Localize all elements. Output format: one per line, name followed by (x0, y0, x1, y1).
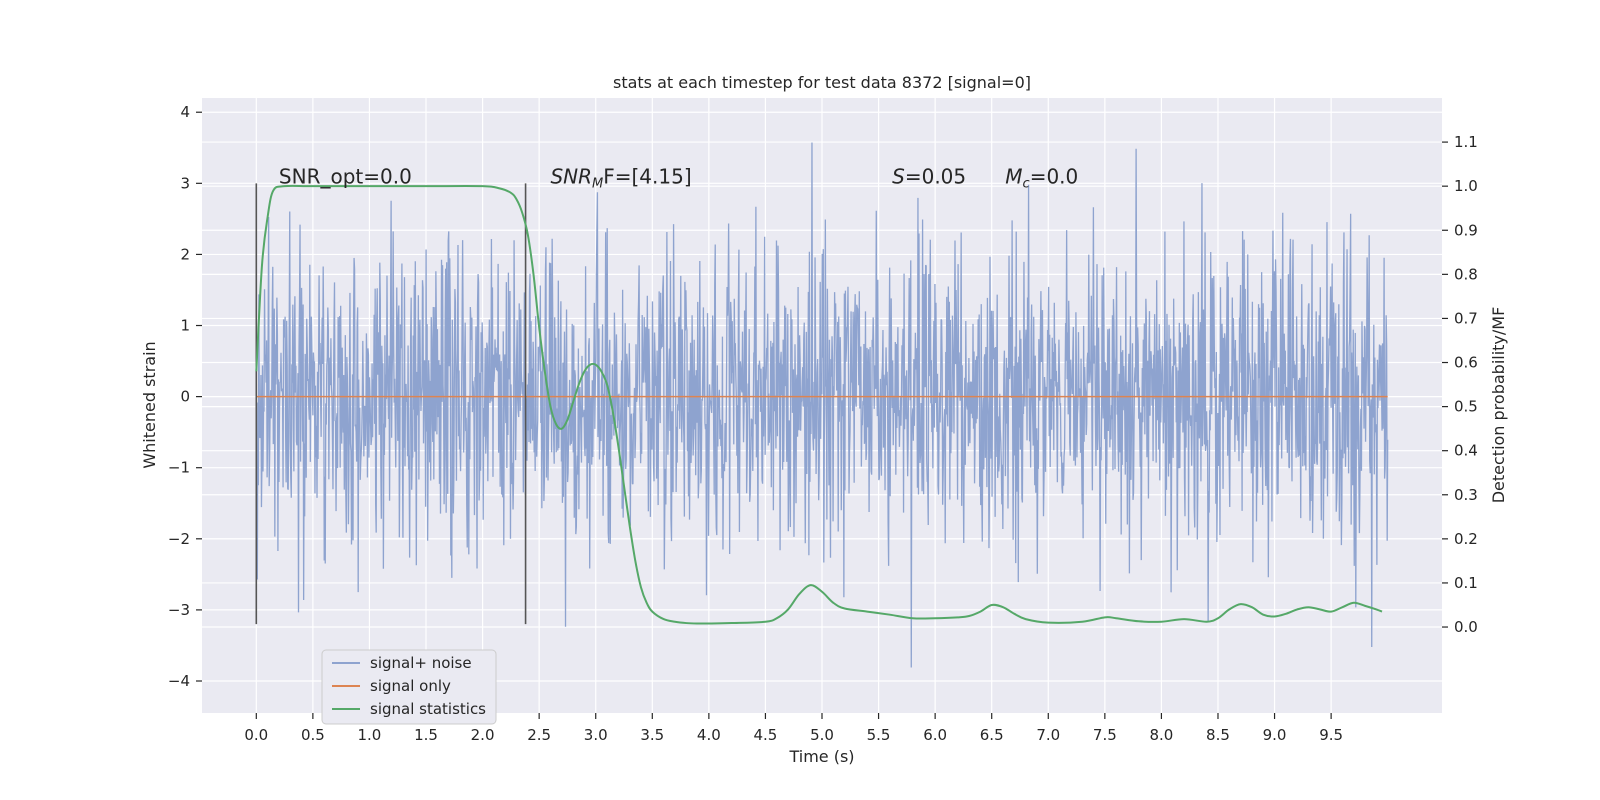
annotation-1: SNRMF=[4.15] (550, 164, 691, 191)
y2-tick-label-5: 0.6 (1454, 354, 1478, 372)
x-tick-label-3: 1.5 (414, 726, 438, 744)
legend-label-signal-statistics: signal statistics (370, 700, 486, 718)
y2-tick-label-4: 0.7 (1454, 309, 1478, 327)
annotation-3: Mc=0.0 (1005, 164, 1078, 191)
x-tick-label-19: 9.5 (1319, 726, 1343, 744)
y2-axis-label: Detection probability/MF (1489, 307, 1508, 504)
y-axis-label: Whitened strain (140, 341, 159, 468)
y2-tick-label-2: 0.9 (1454, 221, 1478, 239)
y-tick-label-6: −2 (168, 530, 190, 548)
y2-tick-label-7: 0.4 (1454, 442, 1478, 460)
x-axis-label: Time (s) (788, 747, 854, 766)
x-tick-label-15: 7.5 (1093, 726, 1117, 744)
x-tick-label-6: 3.0 (584, 726, 608, 744)
y2-tick-label-6: 0.5 (1454, 398, 1478, 416)
x-tick-label-1: 0.5 (301, 726, 325, 744)
y2-tick-label-11: 0.0 (1454, 618, 1478, 636)
annotation-0: SNR_opt=0.0 (279, 164, 412, 188)
y-tick-label-4: 0 (180, 388, 190, 406)
y-tick-label-2: 2 (180, 245, 190, 263)
chart-title: stats at each timestep for test data 837… (613, 73, 1031, 92)
x-tick-label-0: 0.0 (244, 726, 268, 744)
x-tick-label-8: 4.0 (697, 726, 721, 744)
x-tick-label-9: 4.5 (754, 726, 778, 744)
x-axis-ticks: 0.0 0.5 1.0 1.5 2.0 2.5 3.0 3.5 4.0 4.5 5.0 5.5 6.0 6… (244, 713, 1343, 744)
x-tick-label-14: 7.0 (1036, 726, 1060, 744)
legend: signal+ noise signal only signal statist… (321, 649, 497, 725)
x-tick-label-12: 6.0 (923, 726, 947, 744)
y-tick-label-7: −3 (168, 601, 190, 619)
y2-tick-label-1: 1.0 (1454, 177, 1478, 195)
x-tick-label-11: 5.5 (867, 726, 891, 744)
signal-statistics-line (255, 184, 1383, 625)
x-tick-label-2: 1.0 (358, 726, 382, 744)
y2-tick-label-3: 0.8 (1454, 265, 1478, 283)
signal-noise-layer (255, 142, 1389, 668)
y2-tick-label-9: 0.2 (1454, 530, 1478, 548)
vertical-markers (255, 183, 527, 625)
y2-axis-ticks: 1.1 1.0 0.9 0.8 0.7 0.6 0.5 0.4 0.3 0.2 0.1 0.0 (1442, 133, 1478, 636)
legend-label-signal-noise: signal+ noise (370, 654, 472, 672)
x-tick-label-7: 3.5 (640, 726, 664, 744)
x-tick-label-10: 5.0 (810, 726, 834, 744)
y-tick-label-0: 4 (180, 103, 190, 121)
annotation-2: S=0.05 (892, 164, 966, 188)
signal-noise-trace (255, 142, 1389, 668)
y2-tick-label-0: 1.1 (1454, 133, 1478, 151)
annotation-layer: SNR_opt=0.0 SNRMF=[4.15] S=0.05 Mc=0.0 (279, 164, 1078, 191)
legend-label-signal-only: signal only (370, 677, 451, 695)
y-axis-ticks: 4 3 2 1 0 −1 −2 −3 −4 (168, 103, 202, 690)
y2-tick-label-10: 0.1 (1454, 574, 1478, 592)
y-tick-label-1: 3 (180, 174, 190, 192)
x-tick-label-16: 8.0 (1149, 726, 1173, 744)
y-tick-label-8: −4 (168, 672, 190, 690)
legend-box (321, 649, 497, 725)
y2-tick-label-8: 0.3 (1454, 486, 1478, 504)
y-tick-label-5: −1 (168, 459, 190, 477)
x-tick-label-17: 8.5 (1206, 726, 1230, 744)
x-tick-label-4: 2.0 (471, 726, 495, 744)
x-tick-label-13: 6.5 (980, 726, 1004, 744)
x-tick-label-5: 2.5 (527, 726, 551, 744)
y-tick-label-3: 1 (180, 317, 190, 335)
x-tick-label-18: 9.0 (1263, 726, 1287, 744)
